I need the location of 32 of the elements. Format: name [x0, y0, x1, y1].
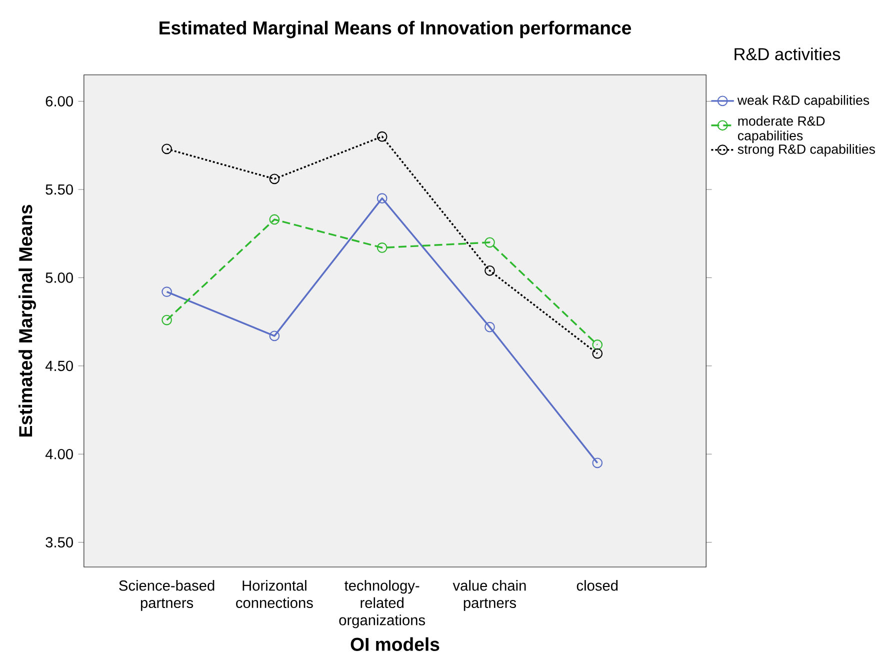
y-tick-label: 4.00: [45, 448, 73, 460]
y-tick-label: 4.50: [45, 360, 73, 372]
point: [162, 286, 172, 297]
y-tick-label: 6.00: [46, 96, 73, 106]
point: [484, 237, 495, 248]
point: [592, 340, 603, 350]
x-tick-label: Science-based partners: [119, 580, 214, 611]
x-tick-label: technology-related organizations: [339, 580, 426, 628]
legend-title: R&D activities: [734, 48, 840, 60]
y-tick-label: 3.50: [46, 537, 73, 548]
x-axis-title: OI models: [350, 637, 440, 651]
point: [592, 348, 603, 359]
point: [162, 314, 172, 326]
point: [269, 330, 280, 342]
point: [484, 322, 495, 332]
y-axis-title: Estimated Marginal Means: [18, 204, 36, 436]
point: [269, 214, 280, 225]
point: [269, 174, 280, 184]
point: [484, 265, 495, 276]
x-tick-label: Horizontal connections: [236, 580, 313, 608]
point: [592, 458, 603, 468]
chart-title: Estimated Marginal Means of Innovation performance: [160, 20, 632, 38]
legend-label: weak R&D capabilities: [737, 95, 870, 108]
x-tick-label: value chain partners: [452, 580, 526, 611]
y-tick-label: 5.50: [46, 184, 73, 195]
point: [162, 144, 172, 154]
legend-label: strong R&D capabilities: [738, 144, 875, 156]
x-tick-label: closed: [576, 580, 618, 591]
point: [376, 242, 388, 253]
point: [376, 193, 388, 204]
point: [376, 131, 388, 142]
y-tick-label: 5.00: [46, 272, 73, 283]
